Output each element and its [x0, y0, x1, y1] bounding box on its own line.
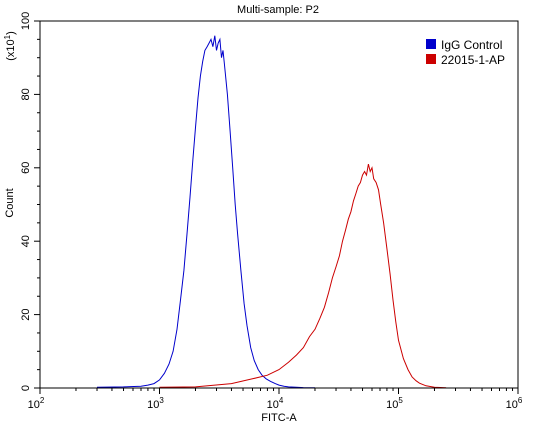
y-axis-label: Count: [4, 188, 16, 217]
y-tick-label-4: 80: [20, 88, 32, 100]
x-tick-label-3: 105: [386, 396, 403, 411]
x-tick-exp-4: 6: [518, 396, 523, 405]
y-tick-label-3: 60: [20, 162, 32, 174]
x-tick-exp-3: 5: [398, 396, 403, 405]
x-tick-exp-1: 3: [159, 396, 164, 405]
legend-label-igg-control: IgG Control: [441, 38, 502, 52]
legend: IgG Control 22015-1-AP: [426, 38, 505, 67]
legend-swatch-igg-control: [426, 39, 436, 49]
chart-title: Multi-sample: P2: [237, 4, 319, 16]
x-tick-label-0: 102: [28, 396, 45, 411]
y-tick-label-5: 100: [20, 12, 32, 30]
legend-swatch-22015-1-ap: [426, 54, 436, 64]
y-multiplier-exponent: 1: [3, 34, 12, 39]
x-tick-label-1: 103: [147, 396, 164, 411]
x-tick-exp-0: 2: [40, 396, 45, 405]
x-tick-base-3: 10: [386, 399, 398, 411]
plot-frame: [39, 20, 519, 389]
y-tick-label-1: 20: [20, 308, 32, 320]
x-tick-base-1: 10: [147, 399, 159, 411]
y-tick-label-2: 40: [20, 235, 32, 247]
series-line-1: [159, 163, 447, 389]
y-axis-ticks: 0 20 40 60 80 100: [20, 12, 40, 391]
y-multiplier-prefix: (x10: [5, 39, 17, 60]
y-tick-label-0: 0: [20, 385, 32, 391]
x-tick-base-2: 10: [267, 399, 279, 411]
series-line-0: [96, 35, 316, 389]
x-tick-label-4: 106: [506, 396, 523, 411]
y-multiplier-suffix: ): [5, 31, 17, 35]
x-tick-base-4: 10: [506, 399, 518, 411]
legend-label-22015-1-ap: 22015-1-AP: [441, 53, 505, 67]
x-tick-exp-2: 4: [279, 396, 284, 405]
x-tick-label-2: 104: [267, 396, 284, 411]
x-tick-base-0: 10: [28, 399, 40, 411]
plot-area: [96, 35, 447, 389]
x-axis-ticks: 102 103 104 105 106: [28, 388, 523, 411]
y-multiplier-label: (x101): [3, 31, 17, 61]
x-axis-label: FITC-A: [261, 412, 297, 424]
